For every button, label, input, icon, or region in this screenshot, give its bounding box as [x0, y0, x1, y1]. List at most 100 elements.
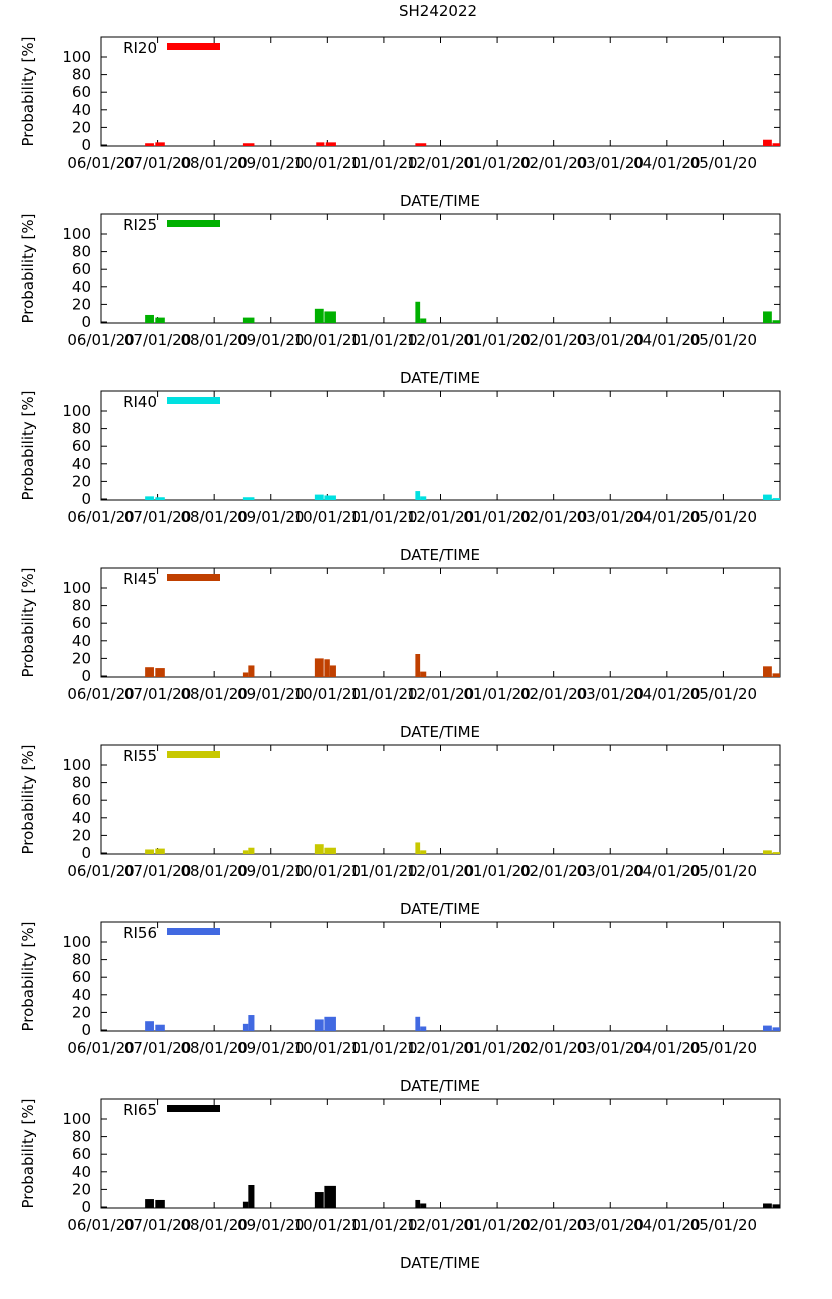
x-tick-label: 03/01/20 — [577, 1216, 644, 1234]
x-tick-label: 06/01/20 — [67, 862, 134, 880]
x-tick-label: 09/01/20 — [237, 685, 304, 703]
x-tick-label: 03/01/20 — [577, 685, 644, 703]
x-tick-label: 09/01/20 — [237, 331, 304, 349]
bar — [324, 1185, 336, 1208]
x-tick-label: 07/01/20 — [124, 508, 191, 526]
bar — [772, 1204, 780, 1208]
y-tick-label: 60 — [72, 83, 91, 101]
bar — [145, 1199, 154, 1208]
y-tick-label: 100 — [62, 933, 91, 951]
y-axis-label: Probability [%] — [19, 36, 37, 146]
x-tick-label: 07/01/20 — [124, 685, 191, 703]
bar — [415, 301, 421, 323]
bar — [145, 1021, 154, 1031]
y-tick-label: 0 — [81, 667, 91, 685]
bar — [324, 495, 336, 500]
x-tick-label: 09/01/20 — [237, 508, 304, 526]
plot-frame — [100, 744, 781, 855]
x-tick-label: 02/01/20 — [520, 1216, 587, 1234]
legend-swatch — [167, 1105, 220, 1112]
bar — [248, 665, 255, 677]
x-tick-label: 06/01/20 — [67, 508, 134, 526]
x-tick-label: 08/01/20 — [180, 862, 247, 880]
y-tick-label: 40 — [72, 1163, 91, 1181]
bar — [155, 848, 165, 854]
x-tick-label: 11/01/20 — [350, 1039, 417, 1057]
bar — [145, 143, 154, 146]
x-tick-label: 10/01/20 — [294, 685, 361, 703]
x-tick-label: 12/01/20 — [407, 154, 474, 172]
legend-swatch — [167, 928, 220, 935]
legend-label: RI25 — [123, 216, 157, 234]
y-tick-label: 40 — [72, 101, 91, 119]
x-tick-label: 05/01/20 — [690, 1039, 757, 1057]
x-tick-label: 06/01/20 — [67, 1039, 134, 1057]
bar — [324, 847, 336, 854]
x-tick-label: 12/01/20 — [407, 331, 474, 349]
legend-label: RI40 — [123, 393, 157, 411]
x-tick-label: 08/01/20 — [180, 1039, 247, 1057]
y-tick-label: 60 — [72, 260, 91, 278]
x-tick-label: 05/01/20 — [690, 154, 757, 172]
x-tick-label: 08/01/20 — [180, 508, 247, 526]
x-tick-label: 02/01/20 — [520, 1039, 587, 1057]
x-axis-label: DATE/TIME — [400, 546, 480, 564]
x-tick-label: 02/01/20 — [520, 331, 587, 349]
x-tick-label: 11/01/20 — [350, 685, 417, 703]
bar — [314, 844, 324, 854]
x-tick-label: 07/01/20 — [124, 1216, 191, 1234]
x-tick-label: 10/01/20 — [294, 154, 361, 172]
y-tick-label: 80 — [72, 1128, 91, 1146]
x-tick-label: 09/01/20 — [237, 862, 304, 880]
x-tick-label: 02/01/20 — [520, 154, 587, 172]
plot-frame — [100, 36, 781, 147]
y-tick-label: 0 — [81, 1198, 91, 1216]
x-tick-label: 06/01/20 — [67, 331, 134, 349]
bar — [772, 498, 780, 500]
bar — [415, 143, 427, 146]
x-tick-label: 03/01/20 — [577, 154, 644, 172]
x-tick-label: 11/01/20 — [350, 862, 417, 880]
x-tick-label: 08/01/20 — [180, 331, 247, 349]
x-tick-label: 01/01/20 — [463, 331, 530, 349]
x-tick-label: 05/01/20 — [690, 685, 757, 703]
legend-swatch — [167, 220, 220, 227]
bar — [145, 667, 154, 677]
bar — [420, 496, 427, 500]
x-tick-label: 02/01/20 — [520, 862, 587, 880]
bar — [415, 654, 421, 677]
x-tick-label: 03/01/20 — [577, 508, 644, 526]
bar — [763, 666, 772, 677]
x-tick-label: 05/01/20 — [690, 862, 757, 880]
x-tick-label: 04/01/20 — [633, 685, 700, 703]
y-tick-label: 60 — [72, 968, 91, 986]
bar — [314, 1192, 324, 1208]
bar — [763, 1203, 772, 1208]
x-tick-label: 01/01/20 — [463, 862, 530, 880]
x-tick-label: 12/01/20 — [407, 862, 474, 880]
x-tick-label: 02/01/20 — [520, 685, 587, 703]
x-tick-label: 07/01/20 — [124, 1039, 191, 1057]
y-tick-label: 100 — [62, 579, 91, 597]
x-tick-label: 05/01/20 — [690, 331, 757, 349]
x-tick-label: 07/01/20 — [124, 331, 191, 349]
plot-frame — [100, 921, 781, 1032]
x-tick-label: 04/01/20 — [633, 508, 700, 526]
x-tick-label: 04/01/20 — [633, 1216, 700, 1234]
x-axis-label: DATE/TIME — [400, 192, 480, 210]
bar — [145, 314, 154, 323]
x-tick-label: 11/01/20 — [350, 1216, 417, 1234]
y-tick-label: 60 — [72, 437, 91, 455]
bar — [314, 658, 324, 677]
y-tick-label: 100 — [62, 402, 91, 420]
x-axis-label: DATE/TIME — [400, 723, 480, 741]
bar — [155, 668, 165, 677]
y-tick-label: 80 — [72, 66, 91, 84]
x-tick-label: 03/01/20 — [577, 331, 644, 349]
y-tick-label: 0 — [81, 313, 91, 331]
bar — [772, 320, 780, 323]
x-tick-label: 04/01/20 — [633, 154, 700, 172]
